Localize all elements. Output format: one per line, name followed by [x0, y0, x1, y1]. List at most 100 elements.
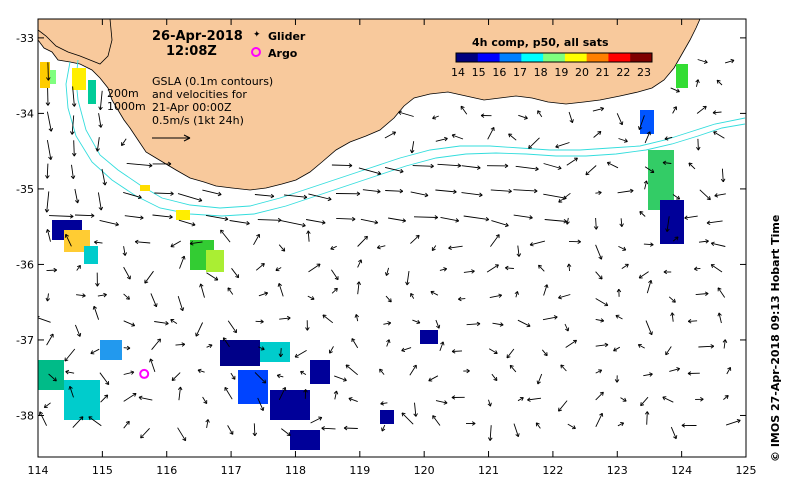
- colorbar-tick-label: 19: [554, 66, 568, 79]
- velocity-arrow: [300, 371, 307, 375]
- velocity-arrow: [283, 194, 307, 198]
- velocity-arrow: [46, 191, 50, 213]
- velocity-arrow-head: [688, 162, 693, 167]
- velocity-arrow: [616, 113, 623, 125]
- velocity-arrow-head: [275, 267, 280, 272]
- velocity-arrow: [220, 229, 231, 243]
- velocity-arrow-head: [345, 364, 350, 369]
- velocity-arrow-head: [640, 402, 645, 407]
- velocity-arrow: [698, 240, 709, 243]
- velocity-arrow-head: [676, 367, 681, 372]
- velocity-arrow-head: [619, 223, 624, 227]
- legend-argo-label: Argo: [268, 47, 298, 60]
- velocity-arrow: [638, 115, 645, 130]
- y-tick-label: -34: [16, 107, 34, 120]
- velocity-arrow: [717, 287, 726, 298]
- argo-icon: [251, 47, 261, 57]
- velocity-arrow: [595, 344, 609, 347]
- velocity-arrow-head: [392, 131, 396, 136]
- velocity-arrow: [517, 319, 531, 327]
- velocity-arrow: [69, 386, 74, 398]
- velocity-arrow-head: [125, 295, 130, 300]
- velocity-arrow-head: [432, 415, 437, 420]
- velocity-arrow: [65, 371, 75, 374]
- colorbar-tick-label: 21: [596, 66, 610, 79]
- colorbar-tick-label: 22: [616, 66, 630, 79]
- velocity-arrow-head: [126, 275, 131, 280]
- velocity-arrow-head: [720, 178, 726, 183]
- velocity-arrow-head: [401, 347, 406, 353]
- velocity-arrow-head: [148, 163, 153, 168]
- velocity-arrow-head: [508, 133, 513, 138]
- velocity-arrow-head: [537, 110, 542, 115]
- velocity-arrow-head: [68, 385, 73, 390]
- velocity-arrow-head: [45, 297, 51, 302]
- velocity-arrow-head: [387, 321, 392, 326]
- velocity-arrow: [566, 157, 578, 166]
- velocity-arrow: [643, 243, 654, 246]
- velocity-arrow: [430, 291, 439, 296]
- velocity-arrow-head: [199, 283, 204, 288]
- velocity-arrow-head: [706, 220, 711, 226]
- velocity-arrow-head: [48, 156, 53, 161]
- velocity-arrow: [39, 411, 48, 426]
- velocity-arrow-head: [246, 220, 250, 226]
- velocity-arrow-head: [717, 287, 722, 292]
- velocity-arrow: [694, 267, 701, 270]
- velocity-arrow-head: [577, 239, 581, 244]
- velocity-arrow: [88, 416, 102, 427]
- velocity-arrow-head: [171, 376, 176, 381]
- velocity-arrow-head: [377, 189, 381, 194]
- velocity-arrow-head: [98, 206, 104, 211]
- velocity-arrow: [344, 427, 358, 429]
- velocity-arrow-head: [455, 218, 460, 223]
- y-tick-label: -35: [16, 183, 34, 196]
- velocity-arrow-head: [443, 267, 448, 272]
- argo-float-marker: [139, 368, 150, 379]
- velocity-arrow: [699, 189, 711, 201]
- velocity-arrow: [72, 86, 75, 107]
- velocity-arrow-head: [600, 106, 605, 112]
- velocity-arrow: [566, 217, 569, 225]
- velocity-arrow: [567, 423, 576, 429]
- velocity-arrow-head: [278, 353, 284, 358]
- velocity-arrow-head: [49, 333, 54, 338]
- velocity-arrow: [321, 427, 336, 430]
- velocity-arrow-head: [380, 401, 384, 406]
- velocity-arrow-head: [384, 272, 390, 276]
- x-axis: 114 115 116 117 118 119 120 121 122 123 124 125: [28, 19, 757, 477]
- velocity-arrow-head: [379, 368, 384, 373]
- velocity-arrow-head: [599, 391, 604, 396]
- velocity-arrow: [280, 220, 306, 227]
- velocity-arrow: [489, 425, 492, 441]
- velocity-arrow-head: [724, 395, 729, 400]
- velocity-arrow-head: [528, 144, 533, 149]
- velocity-arrow-head: [132, 392, 137, 397]
- velocity-arrow-head: [644, 411, 650, 415]
- velocity-arrow: [714, 193, 726, 197]
- velocity-arrow-head: [717, 312, 722, 317]
- velocity-arrow: [646, 411, 648, 425]
- velocity-arrow: [223, 337, 230, 348]
- velocity-arrow-head: [189, 241, 194, 246]
- colorbar-tick-label: 15: [472, 66, 486, 79]
- velocity-arrow-head: [217, 191, 222, 197]
- velocity-arrow-head: [53, 267, 58, 273]
- velocity-arrow: [406, 271, 410, 286]
- velocity-arrow: [294, 350, 307, 358]
- velocity-arrow-head: [227, 287, 232, 292]
- velocity-arrow: [543, 284, 548, 296]
- velocity-arrow-head: [64, 233, 69, 238]
- velocity-arrow: [568, 263, 571, 272]
- velocity-arrow: [558, 192, 571, 203]
- velocity-arrow-head: [696, 146, 701, 151]
- colorbar-segment: [586, 53, 609, 62]
- velocity-arrow: [695, 293, 709, 296]
- velocity-arrow: [124, 215, 144, 219]
- velocity-arrow: [558, 294, 571, 299]
- velocity-arrow-head: [424, 192, 429, 198]
- velocity-arrow-head: [681, 423, 686, 428]
- velocity-arrow: [230, 372, 236, 380]
- velocity-arrow-head: [264, 291, 269, 296]
- velocity-arrow-head: [499, 322, 504, 327]
